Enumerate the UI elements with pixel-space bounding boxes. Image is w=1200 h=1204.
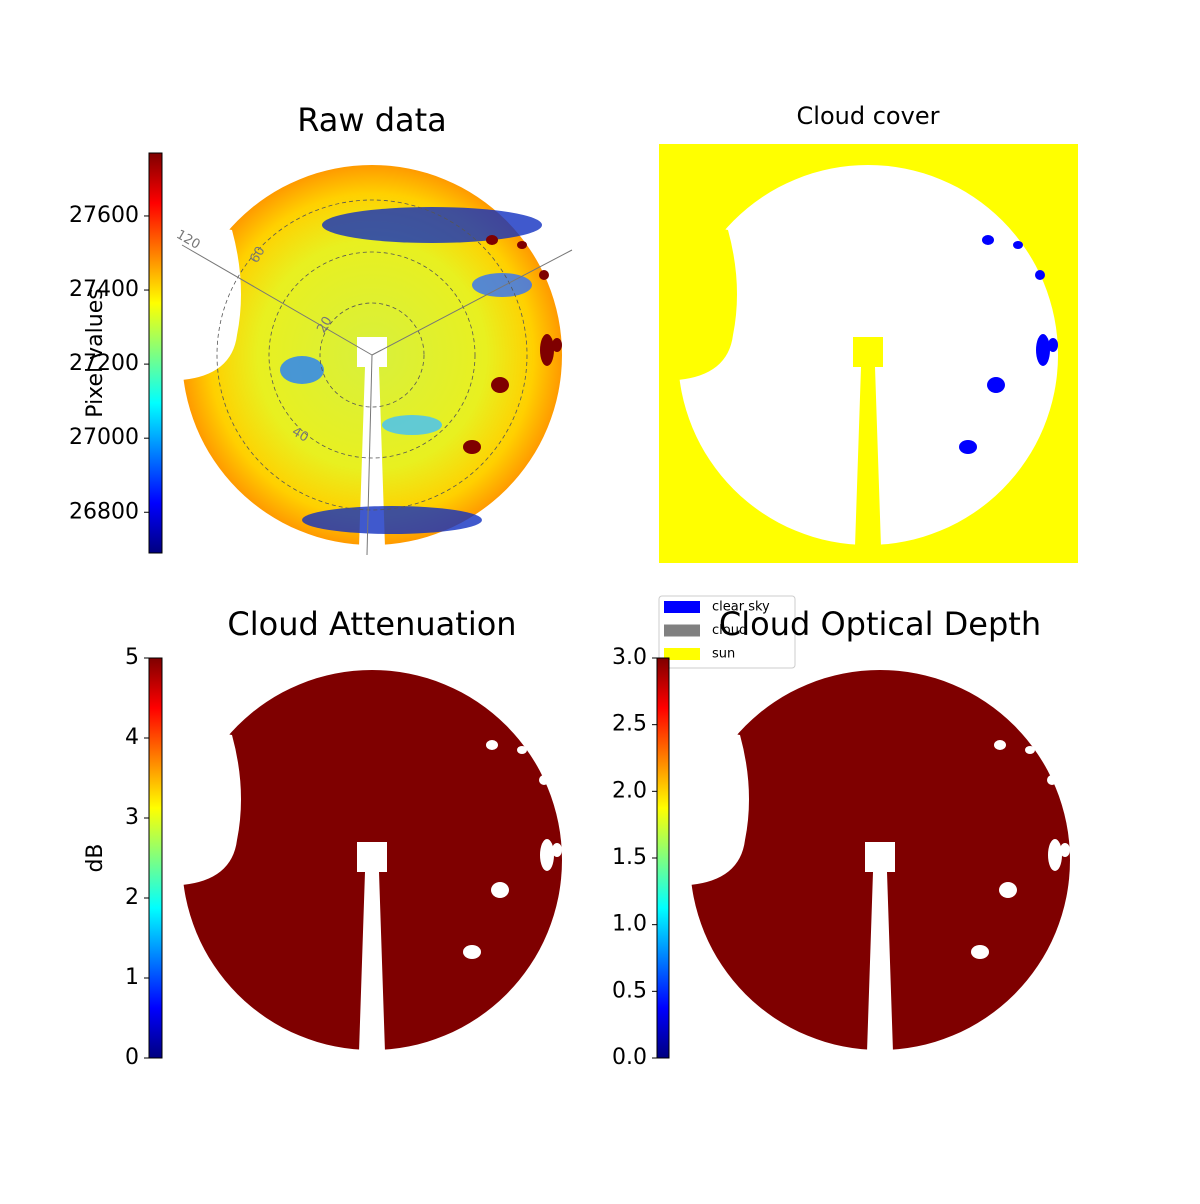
panel-title: Cloud cover [797,102,940,130]
colorbar-tick-label: 1 [125,965,139,990]
colorbar-tick-label: 2.0 [612,778,647,803]
clear-blob [539,775,549,785]
clear-blob [1013,241,1023,249]
legend-label: clear sky [712,600,770,615]
colorbar-label: Pixel values [83,288,108,417]
cloud-blob [491,377,509,393]
legend-label: cloud [712,623,747,638]
colorbar-tick-label: 4 [125,725,139,750]
polar-ring [319,302,425,408]
colorbar-label: dB [83,843,108,872]
panel-title: Cloud Optical Depth [719,605,1041,643]
legend-label: sun [712,647,735,662]
colorbar-tick-label: 27600 [69,203,139,228]
clear-blob [1047,775,1057,785]
clear-blob [540,839,554,871]
panel-image [659,144,1078,563]
horizon-mask [680,720,749,900]
colorbar-tick-label: 1.0 [612,912,647,937]
clear-blob [959,440,977,454]
clear-blob [1048,338,1058,352]
clear-blob [1060,843,1070,857]
colorbar-tick-label: 0 [125,1045,139,1070]
cloud-blob [517,241,527,249]
polar-spoke [181,244,373,356]
horizon-mask [668,215,737,395]
colorbar-tick-label: 27000 [69,425,139,450]
colorbar-tick-label: 26800 [69,499,139,524]
cloud-blob [552,338,562,352]
texture [322,207,542,243]
polar-label: 40 [289,424,311,445]
colorbar-tick-label: 2.5 [612,712,647,737]
colorbar-tick-label: 27200 [69,351,139,376]
polar-ring [268,251,476,459]
colorbar [656,657,670,1059]
cloud-blob [463,440,481,454]
panel-image [172,670,562,1052]
colorbar [148,657,163,1059]
clear-blob [486,740,498,750]
texture [472,273,532,297]
panel-title: Cloud Attenuation [227,605,516,643]
horizon-mask [172,215,241,395]
texture [302,506,482,534]
polar-ring [216,199,528,511]
polar-label: 60 [247,244,268,266]
polar-spoke [366,354,373,556]
polar-label: 20 [314,314,335,336]
colorbar-tick-label: 3.0 [612,645,647,670]
panel-image [680,670,1070,1052]
colorbar-tick-label: 2 [125,885,139,910]
clear-blob [987,377,1005,393]
sun-mask [357,337,387,547]
clear-blob [999,882,1017,898]
colorbar-tick-label: 3 [125,805,139,830]
horizon-mask [172,720,241,900]
sun-mask [853,337,883,547]
clear-blob [994,740,1006,750]
clear-blob [1036,334,1050,366]
sun-mask [357,842,387,1052]
polar-spoke [371,249,573,356]
texture [280,356,324,384]
colorbar-tick-label: 27400 [69,277,139,302]
legend-swatch [664,624,700,637]
sun-mask [865,842,895,1052]
clear-blob [1025,746,1035,754]
texture [382,415,442,435]
cloud-blob [540,334,554,366]
colorbar-tick-label: 0.0 [612,1045,647,1070]
cloud-blob [539,270,549,280]
colorbar-tick-label: 5 [125,645,139,670]
legend-swatch [664,601,700,613]
panel-title: Raw data [297,101,447,139]
colorbar [148,152,163,554]
clear-blob [517,746,527,754]
clear-blob [552,843,562,857]
clear-blob [971,945,989,959]
colorbar-tick-label: 1.5 [612,845,647,870]
clear-blob [463,945,481,959]
clear-blob [1048,839,1062,871]
cloud-blob [486,235,498,245]
clear-blob [491,882,509,898]
legend-swatch [664,648,700,660]
clear-blob [982,235,994,245]
colorbar-tick-label: 0.5 [612,978,647,1003]
clear-blob [1035,270,1045,280]
